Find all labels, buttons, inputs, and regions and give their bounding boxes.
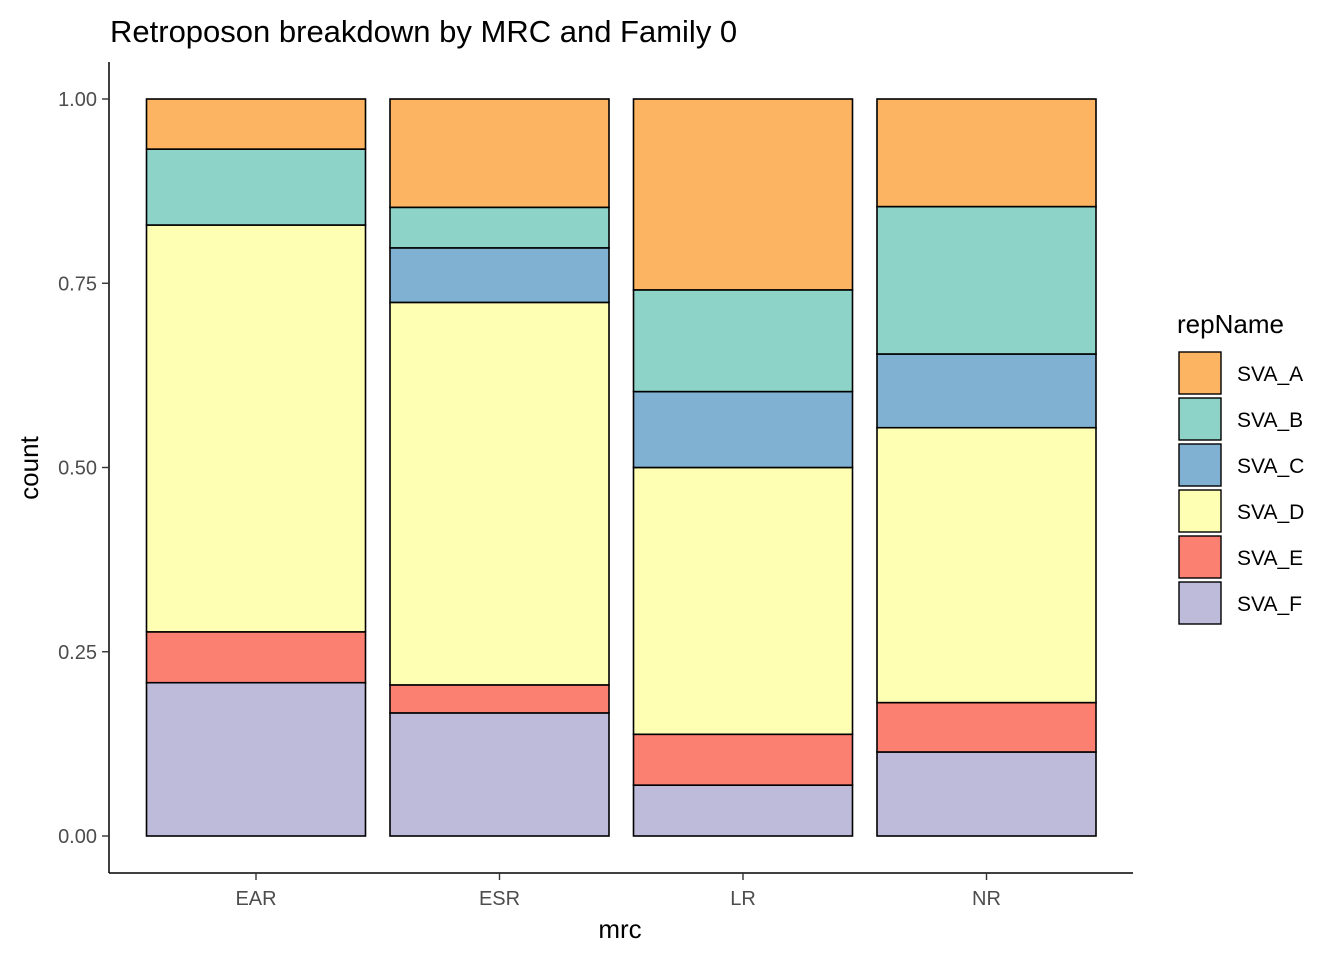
- y-tick-label: 0.50: [58, 458, 97, 480]
- bar-segment-esr-sva_d: [389, 301, 610, 686]
- y-axis-ticks: 0.00 0.25 0.50 0.75 1.00: [58, 89, 109, 848]
- legend-swatch-sva_a: [1178, 351, 1222, 395]
- bar-segment-esr-sva_a: [389, 98, 610, 209]
- legend-label: SVA_B: [1237, 409, 1303, 432]
- legend: repName SVA_A SVA_B SVA_C SVA_D SVA_E SVA_F: [1177, 309, 1304, 625]
- legend-swatch-sva_d: [1178, 489, 1222, 533]
- bar-segment-esr-sva_b: [389, 206, 610, 249]
- bar-segment-esr-sva_c: [389, 247, 610, 304]
- legend-label: SVA_E: [1237, 547, 1303, 570]
- bar-segment-ear-sva_d: [145, 224, 367, 633]
- x-axis-ticks: EAR ESR LR NR: [235, 873, 1001, 910]
- legend-label: SVA_F: [1237, 593, 1302, 616]
- legend-label: SVA_C: [1237, 455, 1304, 478]
- bar-segment-nr-sva_b: [876, 205, 1097, 355]
- legend-label: SVA_A: [1237, 363, 1303, 386]
- bar-segment-nr-sva_f: [876, 751, 1097, 837]
- y-tick-label: 0.75: [58, 273, 97, 295]
- legend-title: repName: [1177, 309, 1284, 339]
- y-tick-label: 1.00: [58, 89, 97, 111]
- bar-segment-lr-sva_a: [632, 98, 854, 291]
- bar-segment-esr-sva_f: [389, 712, 610, 837]
- x-axis-title: mrc: [598, 914, 641, 944]
- bar-segment-lr-sva_d: [632, 466, 854, 736]
- bar-segment-esr-sva_e: [389, 684, 610, 714]
- legend-swatch-sva_c: [1178, 443, 1222, 487]
- legend-swatch-sva_b: [1178, 397, 1222, 441]
- bar-segment-lr-sva_e: [632, 733, 854, 786]
- bar-segment-nr-sva_c: [876, 353, 1097, 429]
- x-tick-label: LR: [730, 888, 756, 910]
- plot-area: [145, 98, 1097, 837]
- bar-segment-ear-sva_e: [145, 631, 367, 684]
- bar-segment-ear-sva_f: [145, 681, 367, 837]
- legend-swatch-sva_e: [1178, 535, 1222, 579]
- legend-swatch-sva_f: [1178, 581, 1222, 625]
- bar-segment-lr-sva_c: [632, 390, 854, 469]
- legend-label: SVA_D: [1237, 501, 1304, 524]
- bar-segment-nr-sva_e: [876, 701, 1097, 753]
- bar-segment-lr-sva_f: [632, 784, 854, 837]
- x-tick-label: ESR: [479, 888, 520, 910]
- x-tick-label: EAR: [235, 888, 276, 910]
- bar-segment-ear-sva_b: [145, 148, 367, 226]
- chart-title: Retroposon breakdown by MRC and Family 0: [110, 14, 737, 49]
- bar-segment-ear-sva_a: [145, 98, 367, 150]
- bar-segment-nr-sva_d: [876, 426, 1097, 704]
- bar-segment-nr-sva_a: [876, 98, 1097, 208]
- y-tick-label: 0.00: [58, 826, 97, 848]
- y-axis-title: count: [14, 435, 44, 499]
- bar-segment-lr-sva_b: [632, 289, 854, 393]
- y-tick-label: 0.25: [58, 642, 97, 664]
- x-tick-label: NR: [972, 888, 1001, 910]
- legend-items: SVA_A SVA_B SVA_C SVA_D SVA_E SVA_F: [1178, 351, 1304, 625]
